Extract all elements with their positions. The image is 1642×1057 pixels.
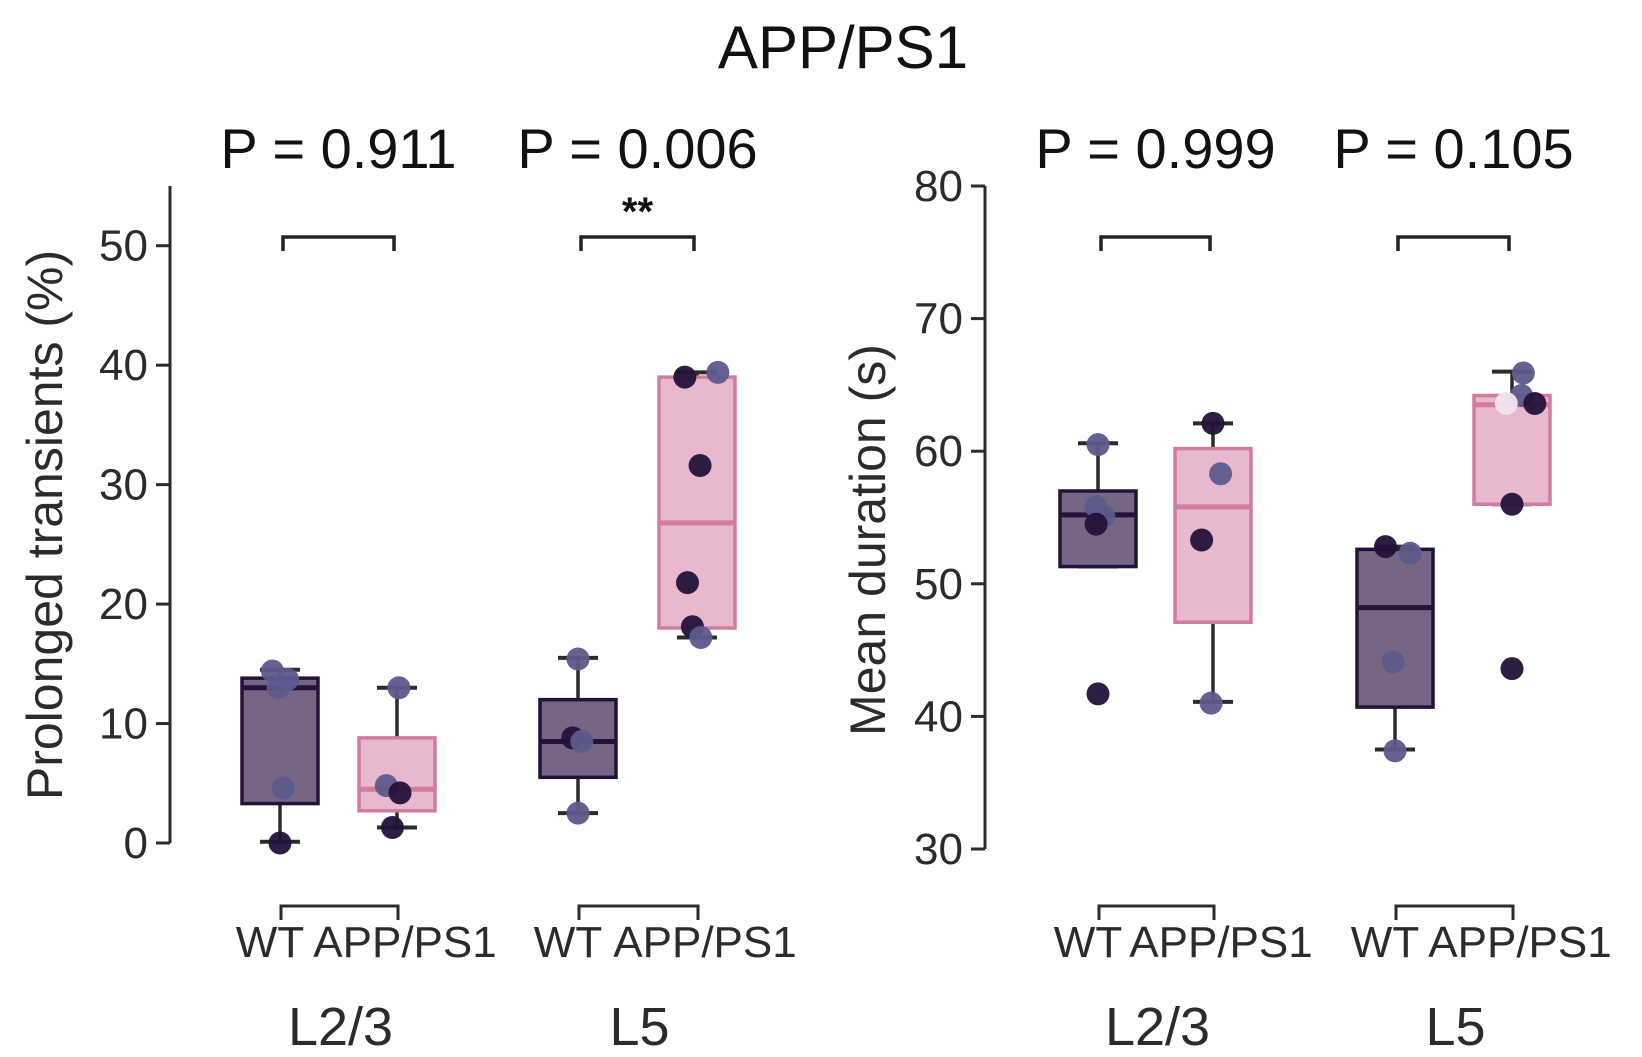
figure-title: APP/PS1 (718, 14, 968, 81)
data-point (1084, 512, 1108, 536)
x-group-bracket (577, 904, 700, 920)
data-point (1086, 682, 1110, 706)
significance-bracket (1099, 235, 1212, 251)
layer-label: L2/3 (288, 997, 393, 1057)
box-wt (1355, 535, 1435, 763)
x-group-bracket (279, 904, 400, 920)
y-tick-label: 60 (914, 427, 963, 476)
data-point (1494, 391, 1518, 415)
data-point (566, 647, 590, 671)
data-point (673, 365, 697, 389)
x-category-label: APP/PS1 (1129, 918, 1312, 967)
x-category-label: WT (1351, 918, 1419, 967)
y-tick-label: 80 (914, 162, 963, 211)
data-point (1500, 657, 1524, 681)
layer-label: L5 (609, 997, 669, 1057)
y-tick-label: 20 (99, 580, 148, 629)
box-iqr (657, 375, 737, 630)
box-app-ps1 (1472, 361, 1552, 681)
p-value-label: P = 0.999 (1035, 117, 1275, 180)
y-tick-label: 50 (99, 222, 148, 271)
y-tick-label: 40 (914, 692, 963, 741)
box-app-ps1 (657, 360, 737, 650)
data-point (388, 781, 412, 805)
box-wt (240, 659, 320, 855)
panel-prolonged-transients: 0 10 20 30 40 50 Prolonged transients (%) P = 0… (17, 117, 797, 1057)
data-point (1201, 411, 1225, 435)
data-point (1199, 691, 1223, 715)
box-wt (538, 647, 618, 825)
layer-label: L5 (1425, 997, 1485, 1057)
data-point (676, 571, 699, 595)
data-point (689, 626, 713, 650)
p-value-label: P = 0.006 (517, 117, 757, 180)
data-point (566, 801, 590, 825)
data-point (1374, 535, 1397, 559)
data-point (1086, 433, 1110, 457)
data-point (271, 776, 295, 800)
significance-stars: ** (622, 190, 654, 234)
p-value-label: P = 0.911 (220, 117, 456, 180)
y-axis-label: Prolonged transients (%) (17, 250, 73, 800)
data-point (387, 676, 411, 700)
data-point (1209, 462, 1233, 486)
significance-bracket (281, 235, 396, 251)
layer-label: L2/3 (1105, 997, 1210, 1057)
panel-mean-duration: 30 40 50 60 70 80 Mean duration (s) P = 0.999 WT… (840, 117, 1612, 1057)
box-app-ps1 (1173, 411, 1253, 715)
data-point (276, 667, 300, 691)
data-point (1511, 361, 1535, 385)
data-point (380, 815, 404, 839)
data-point (688, 454, 712, 478)
data-point (268, 831, 292, 855)
data-point (1190, 528, 1214, 552)
y-tick-label: 40 (99, 341, 148, 390)
data-point (1398, 541, 1422, 565)
x-group-bracket (1097, 904, 1216, 920)
data-point (570, 729, 594, 753)
significance-bracket (1396, 235, 1511, 251)
x-category-label: WT (236, 918, 304, 967)
x-category-label: APP/PS1 (1428, 918, 1611, 967)
x-category-label: APP/PS1 (313, 918, 496, 967)
x-category-label: APP/PS1 (613, 918, 796, 967)
y-tick-label: 50 (914, 560, 963, 609)
data-point (1383, 739, 1407, 763)
data-point (1381, 650, 1405, 674)
p-value-label: P = 0.105 (1333, 117, 1573, 180)
y-axis-label: Mean duration (s) (840, 344, 896, 736)
y-tick-label: 30 (914, 825, 963, 874)
box-wt (1058, 433, 1138, 706)
box-iqr (1355, 547, 1435, 709)
data-point (1500, 492, 1524, 516)
data-point (1523, 391, 1547, 415)
x-group-bracket (1394, 904, 1515, 920)
box-app-ps1 (357, 676, 437, 839)
y-tick-label: 30 (99, 461, 148, 510)
y-tick-label: 0 (124, 819, 148, 868)
y-tick-label: 70 (914, 295, 963, 344)
x-category-label: WT (1054, 918, 1122, 967)
x-category-label: WT (534, 918, 602, 967)
significance-bracket (579, 235, 696, 251)
data-point (706, 360, 730, 384)
y-tick-label: 10 (99, 700, 148, 749)
